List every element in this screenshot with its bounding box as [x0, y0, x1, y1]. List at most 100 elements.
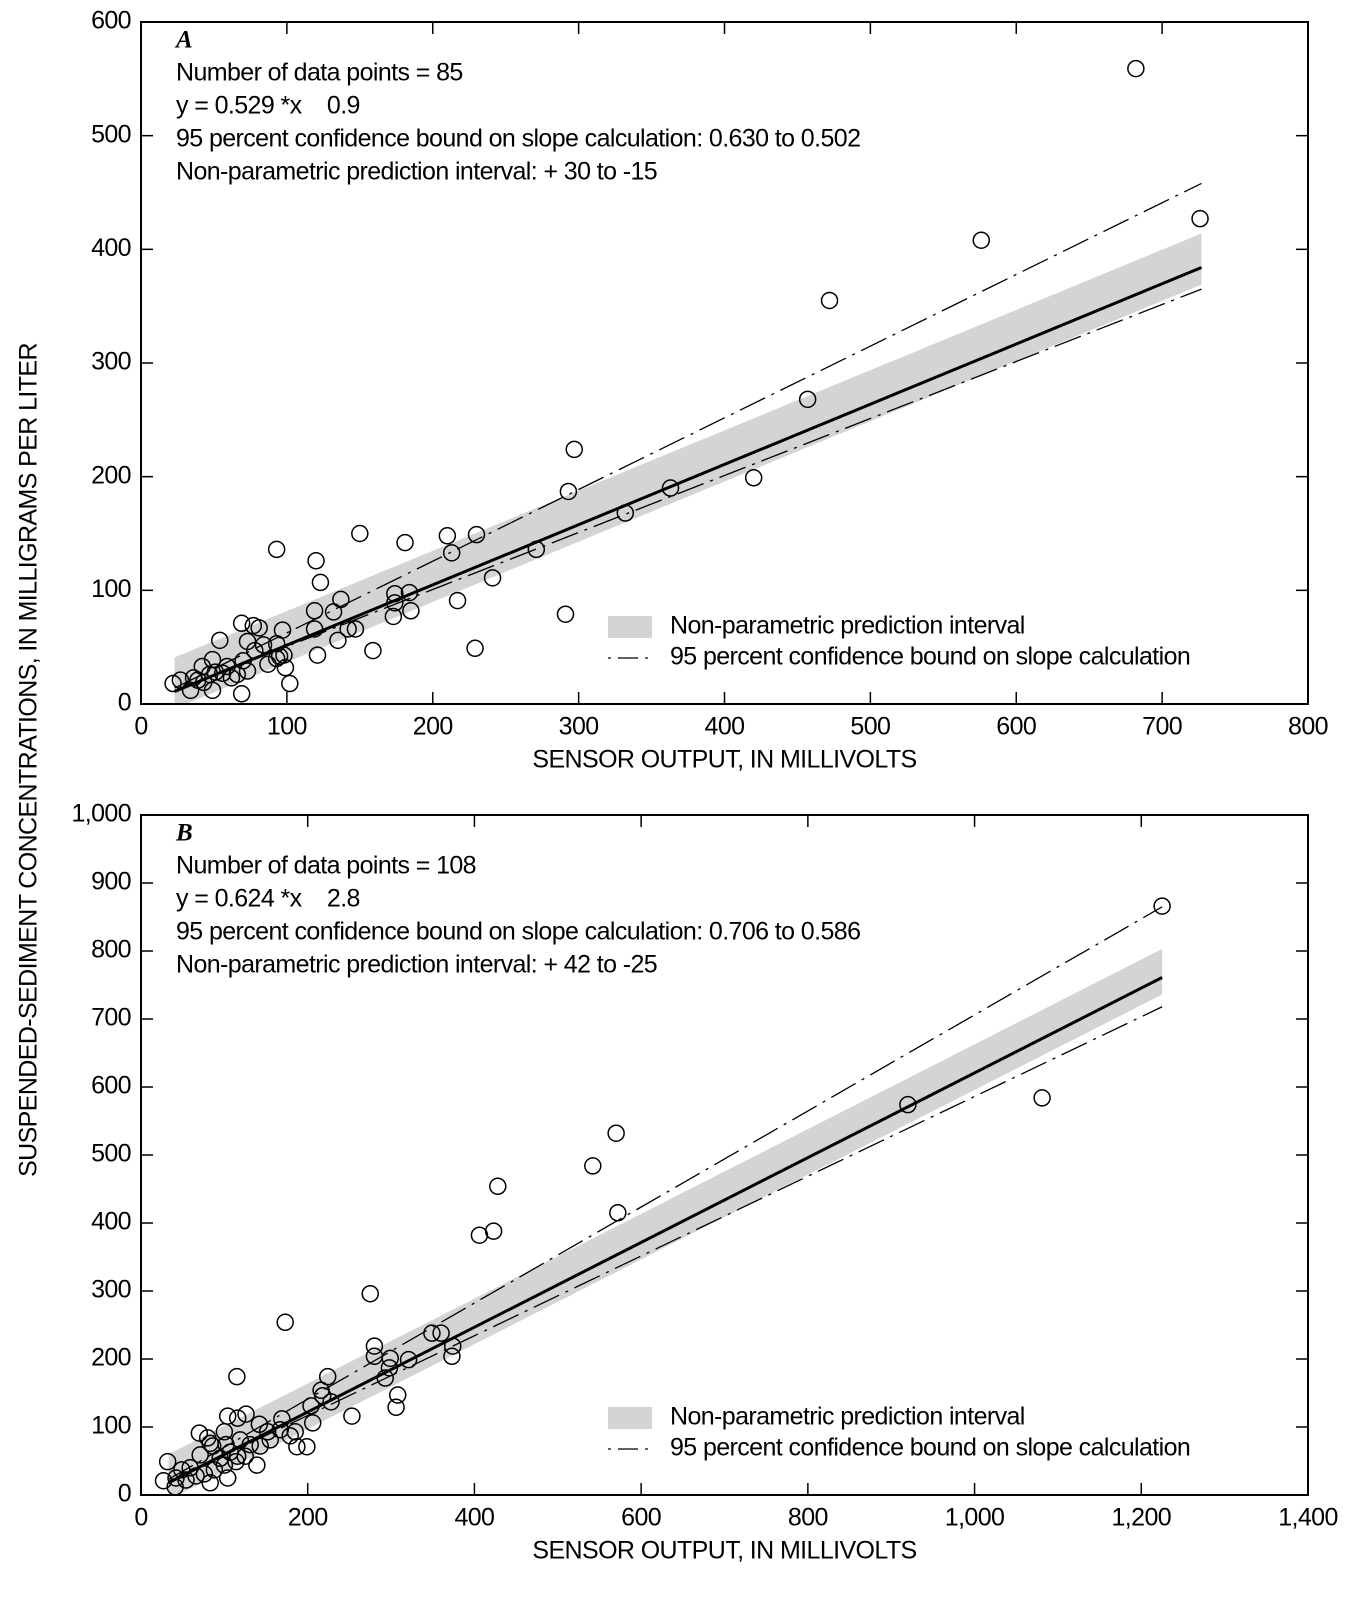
data-point — [346, 620, 365, 638]
x-tick-label: 200 — [288, 1504, 328, 1532]
data-point — [236, 1447, 254, 1465]
annotation: 95 percent confidence bound on slope cal… — [176, 918, 860, 946]
data-point — [228, 1367, 246, 1386]
confidence-bound — [174, 182, 1202, 689]
data-point — [387, 1398, 405, 1417]
confidence-bound — [168, 906, 1163, 1480]
data-point — [288, 1437, 306, 1456]
x-axis-label: SENSOR OUTPUT, IN MILLIVOLTS — [532, 1537, 916, 1565]
data-point — [177, 1471, 195, 1489]
annotation: y = 0.624 *x 2.8 — [176, 885, 360, 913]
data-point — [205, 1461, 224, 1479]
data-point — [190, 1424, 209, 1442]
data-point — [298, 1437, 316, 1456]
data-point — [972, 231, 990, 249]
data-point — [305, 602, 324, 620]
x-tick-label: 200 — [413, 713, 453, 741]
x-tick-label: 1,400 — [1278, 1504, 1338, 1532]
y-tick-label: 500 — [91, 1140, 131, 1168]
annotation: Number of data points = 108 — [176, 852, 476, 880]
legend-label: Non-parametric prediction interval — [670, 612, 1025, 640]
data-point — [559, 482, 578, 501]
data-point — [386, 594, 404, 612]
data-point — [248, 1456, 266, 1474]
data-point — [218, 1469, 237, 1487]
data-point — [215, 1423, 234, 1441]
data-point — [198, 1429, 217, 1447]
data-point — [396, 533, 414, 552]
data-point — [254, 636, 273, 654]
data-point — [607, 1124, 625, 1142]
x-tick-label: 800 — [1288, 713, 1328, 741]
legend-swatch — [608, 1407, 652, 1429]
data-point — [661, 479, 680, 497]
x-tick-label: 700 — [1142, 713, 1182, 741]
data-point — [201, 1474, 219, 1492]
data-point — [381, 1349, 399, 1368]
data-point — [158, 1452, 177, 1471]
data-point — [467, 525, 486, 544]
data-point — [1033, 1089, 1051, 1107]
data-point — [609, 1204, 627, 1222]
x-tick-label: 500 — [850, 713, 890, 741]
data-point — [250, 1415, 269, 1434]
data-point — [246, 641, 264, 660]
data-point — [307, 552, 325, 570]
data-point — [238, 662, 257, 680]
data-point — [215, 1456, 234, 1474]
x-tick-label: 300 — [559, 713, 599, 741]
x-tick-label: 400 — [705, 713, 745, 741]
x-tick-label: 1,000 — [945, 1504, 1005, 1532]
y-tick-label: 0 — [118, 689, 131, 717]
data-point — [267, 540, 286, 559]
y-tick-label: 800 — [91, 936, 131, 964]
data-point — [154, 1471, 173, 1490]
data-point — [365, 1337, 384, 1355]
data-point — [250, 619, 268, 637]
data-point — [899, 1095, 917, 1114]
data-point — [194, 673, 213, 692]
data-point — [556, 605, 575, 623]
annotation: Number of data points = 85 — [176, 59, 463, 87]
data-point — [466, 639, 484, 658]
y-tick-label: 100 — [91, 575, 131, 603]
data-point — [798, 390, 817, 409]
data-point — [261, 1431, 279, 1449]
data-point — [438, 527, 457, 545]
data-point — [584, 1157, 602, 1175]
y-tick-label: 200 — [91, 1344, 131, 1372]
y-tick-label: 300 — [91, 348, 131, 376]
data-point — [399, 1350, 418, 1369]
data-point — [361, 1284, 379, 1303]
data-point — [271, 1420, 289, 1439]
y-tick-label: 900 — [91, 868, 131, 896]
data-point — [744, 469, 763, 487]
x-tick-label: 0 — [134, 1504, 147, 1532]
y-tick-label: 600 — [91, 7, 131, 35]
data-point — [483, 569, 502, 587]
data-point — [442, 544, 461, 562]
data-point — [364, 641, 382, 660]
data-point — [324, 603, 343, 621]
data-point — [276, 658, 295, 677]
data-point — [211, 631, 229, 650]
data-point — [164, 674, 182, 693]
data-point — [329, 631, 347, 650]
data-point — [232, 685, 251, 703]
legend-label: 95 percent confidence bound on slope cal… — [670, 1434, 1190, 1462]
data-point — [281, 1427, 299, 1445]
data-point — [1127, 59, 1145, 78]
x-tick-label: 0 — [134, 713, 147, 741]
data-point — [195, 1465, 214, 1483]
y-tick-label: 1,000 — [71, 800, 131, 828]
data-point — [380, 1359, 399, 1377]
y-tick-label: 100 — [91, 1412, 131, 1440]
data-point — [311, 573, 330, 592]
annotation: Non-parametric prediction interval: + 30… — [176, 158, 657, 186]
legend-label: Non-parametric prediction interval — [670, 1403, 1025, 1431]
data-point — [1153, 897, 1171, 915]
data-point — [1191, 209, 1209, 228]
data-point — [259, 655, 277, 673]
